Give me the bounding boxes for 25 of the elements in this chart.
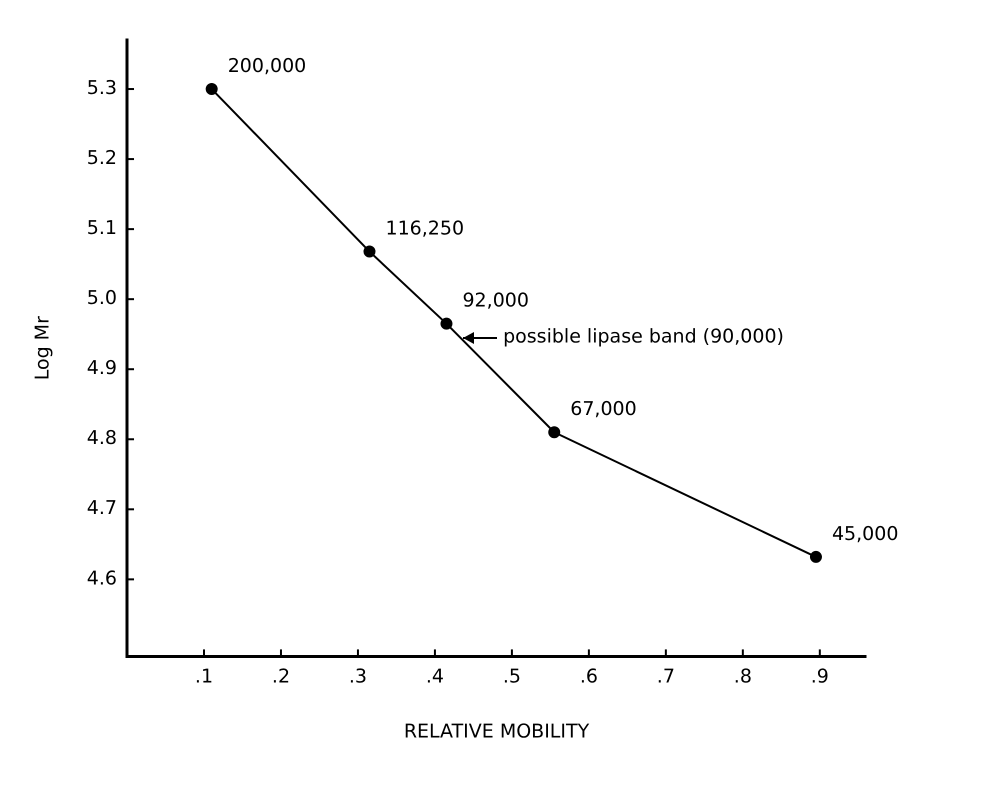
y-tick-label: 4.8 [86,427,118,450]
annotation: 45,000 [832,522,898,545]
x-tick-label: .6 [580,666,598,688]
x-tick-label: .7 [656,666,675,688]
x-tick-label: .8 [734,666,752,688]
x-tick-label: .5 [502,666,521,688]
y-axis-title: Log Mr [31,316,54,380]
y-tick-label: 5.2 [86,147,118,170]
x-tick-label: .4 [426,666,444,688]
y-tick-label: 5.1 [86,217,118,240]
x-tick-label: .2 [272,666,290,688]
y-tick-label: 5.0 [86,287,118,310]
y-tick-label: 5.3 [86,76,118,99]
y-tick-label: 4.9 [86,357,118,380]
annotation: 92,000 [462,290,529,312]
x-tick-label: .3 [348,666,368,688]
x-axis-title: RELATIVE MOBILITY [404,720,590,743]
y-tick-label: 4.6 [86,567,118,590]
annotation: 200,000 [228,54,306,77]
annotation: possible lipase band (90,000) [503,326,784,348]
x-tick-label: .9 [810,666,829,688]
annotation: 116,250 [385,217,464,240]
y-tick-label: 4.7 [86,497,118,520]
annotation: 67,000 [570,398,637,420]
x-tick-label: .1 [194,666,214,688]
